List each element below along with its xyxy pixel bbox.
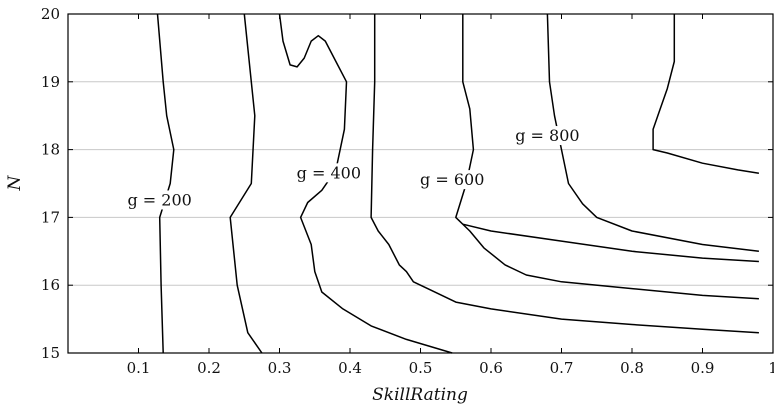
- contour-label-group: g = 400: [294, 163, 364, 183]
- x-tick-label: 0.8: [620, 359, 644, 377]
- contour-label: g = 600: [420, 170, 484, 189]
- contour-line-unlabeled-6: [652, 14, 760, 175]
- contour-line-unlabeled-3: [370, 14, 759, 334]
- y-tick-label: 16: [41, 276, 60, 294]
- y-tick-label: 20: [41, 5, 60, 23]
- contour-label-background: [513, 126, 582, 146]
- contour-label-background: [125, 190, 194, 210]
- contour-label: g = 800: [515, 126, 579, 145]
- y-axis-label: N: [5, 174, 25, 191]
- x-tick-label: 0.3: [268, 359, 292, 377]
- x-tick-label: 0.6: [479, 359, 503, 377]
- contour-label-group: g = 200: [125, 190, 194, 210]
- axis-ticks: 0.1 0.2 0.3 0.4 0.5 0.6 0.7 0.8 0.9 1 15 16 17 18 19 20: [41, 5, 774, 377]
- y-tick-label: 15: [41, 344, 60, 362]
- contour-lines: [156, 13, 760, 354]
- x-tick-label: 0.1: [127, 359, 151, 377]
- x-tick-label: 0.5: [409, 359, 433, 377]
- contour-label-group: g = 600: [418, 170, 487, 190]
- x-tick-label: 0.2: [197, 359, 221, 377]
- contour-label: g = 200: [127, 190, 191, 209]
- y-tick-label: 18: [41, 141, 60, 159]
- contour-label-group: g = 800: [513, 126, 582, 146]
- contour-labels: g = 200 g = 400 g = 600 g = 800: [125, 126, 582, 210]
- y-tick-label: 17: [41, 208, 60, 226]
- y-tick-label: 19: [41, 73, 60, 91]
- contour-label-background: [418, 170, 487, 190]
- contour-line-unlabeled-1: [229, 13, 263, 354]
- x-tick-label: 0.7: [550, 359, 574, 377]
- x-tick-label: 0.9: [691, 359, 715, 377]
- x-tick-label: 1: [768, 359, 774, 377]
- x-axis-label: SkillRating: [372, 385, 468, 405]
- contour-label: g = 400: [297, 163, 361, 182]
- contour-line-unlabeled-7: [462, 223, 759, 263]
- contour-line-200: [156, 13, 175, 354]
- contour-line-600: [455, 14, 759, 300]
- contour-line-800: [546, 13, 759, 253]
- x-tick-label: 0.4: [338, 359, 362, 377]
- contour-label-background: [294, 163, 364, 183]
- contour-line-400: [278, 13, 453, 354]
